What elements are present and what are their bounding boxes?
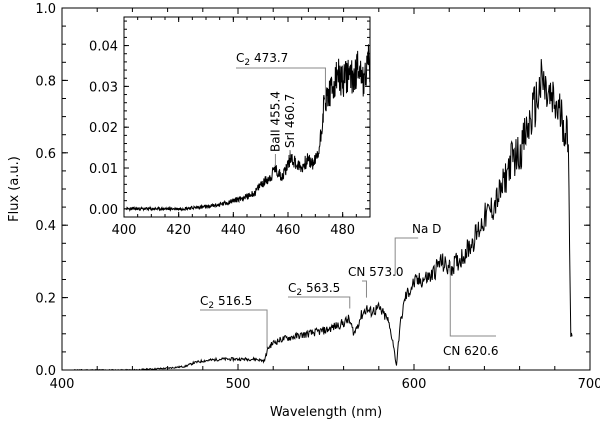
inset-plot-frame [123, 16, 371, 218]
main-y-tick-label: 0.4 [35, 219, 56, 234]
annotation-species: C [288, 281, 296, 295]
annotation-species: BaII [268, 129, 282, 152]
main-x-tick-label: 400 [50, 377, 75, 392]
annotation-label: CN 620.6 [443, 344, 499, 358]
annotation-label: BaII 455.4 [268, 91, 282, 152]
annotation-leader-line [394, 237, 419, 276]
annotation-value: 573.0 [365, 265, 403, 279]
annotation-label: C2 516.5 [200, 294, 252, 311]
annotation-value: 516.5 [214, 294, 252, 308]
inset-x-tick-label: 400 [112, 223, 137, 238]
annotation-species: C [200, 294, 208, 308]
inset-x-tick-label: 440 [221, 223, 246, 238]
x-axis-label: Wavelength (nm) [270, 405, 382, 420]
annotation-leader-line [288, 296, 351, 309]
main-y-tick-label: 1.0 [35, 2, 56, 17]
annotation-species: SrI [283, 132, 297, 148]
annotation-value: 563.5 [302, 281, 340, 295]
annotation-leader-line [200, 309, 268, 349]
inset-plot: 400 420 440 460 480 0.00 0.01 0.02 0.03 0.04 C2 47… [89, 16, 371, 238]
inset-spectrum-line [126, 44, 371, 213]
main-x-tick-label: 600 [402, 377, 427, 392]
annotation-value: 455.4 [268, 91, 282, 129]
main-x-tick-label: 500 [226, 377, 251, 392]
main-y-tick-label: 0.2 [35, 292, 56, 307]
annotation-label: C2 473.7 [236, 51, 288, 68]
annotation-leader-line [449, 261, 496, 337]
main-x-tick-label: 700 [578, 377, 600, 392]
main-y-tick-label: 0.0 [35, 364, 56, 379]
annotation-subscript: 2 [208, 301, 214, 311]
annotation-species: CN [348, 265, 365, 279]
annotation-value: 473.7 [250, 51, 288, 65]
inset-x-tick-label: 460 [276, 223, 301, 238]
annotation-species: C [236, 51, 244, 65]
y-axis-label: Flux (a.u.) [7, 156, 22, 222]
main-y-tick-label: 0.6 [35, 147, 56, 162]
inset-y-tick-label: 0.03 [89, 80, 118, 95]
annotation-species: CN [443, 344, 460, 358]
annotation-leader-line [236, 67, 326, 103]
annotation-value: 620.6 [460, 344, 498, 358]
inset-x-tick-label: 480 [330, 223, 355, 238]
main-plot: 400 500 600 700 0.0 0.2 0.4 0.6 0.8 1.0 Wavelength… [7, 2, 600, 420]
inset-y-tick-label: 0.04 [89, 40, 118, 55]
inset-y-tick-label: 0.01 [89, 162, 118, 177]
annotation-label: SrI 460.7 [283, 94, 297, 148]
annotation-label: C2 563.5 [288, 281, 340, 298]
annotation-subscript: 2 [244, 58, 250, 68]
annotation-species: Na D [412, 222, 441, 236]
inset-y-tick-label: 0.02 [89, 121, 118, 136]
main-spectrum-line [74, 59, 573, 371]
annotation-subscript: 2 [296, 288, 302, 298]
annotation-value: 460.7 [283, 94, 297, 132]
inset-x-tick-label: 420 [166, 223, 191, 238]
inset-y-tick-label: 0.00 [89, 203, 118, 218]
annotation-label: Na D [412, 222, 441, 236]
main-y-tick-label: 0.8 [35, 74, 56, 89]
annotation-leader-line [362, 280, 367, 298]
annotation-label: CN 573.0 [348, 265, 404, 279]
